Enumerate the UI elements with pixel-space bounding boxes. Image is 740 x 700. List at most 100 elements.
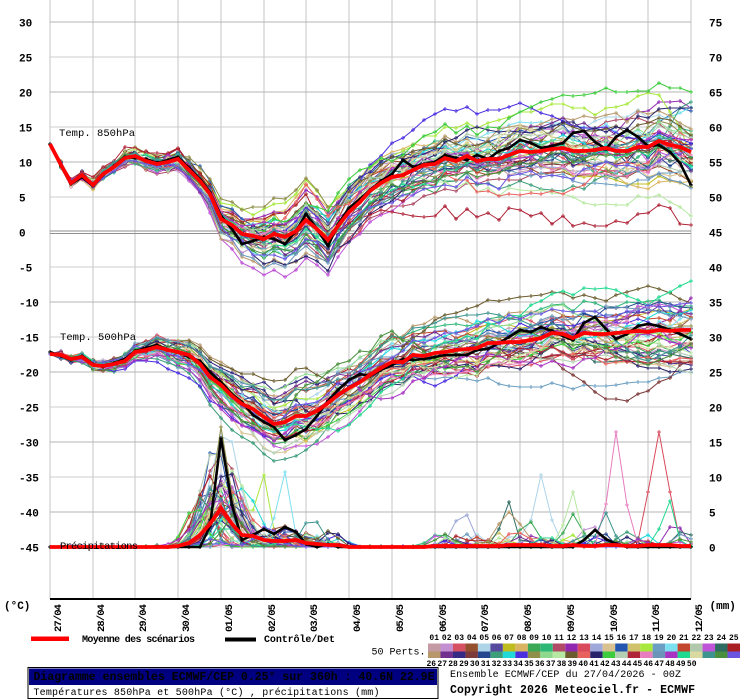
svg-text:Temp. 850hPa: Temp. 850hPa: [59, 128, 135, 140]
svg-text:12: 12: [567, 634, 577, 643]
svg-text:44: 44: [622, 660, 632, 669]
svg-text:47: 47: [654, 660, 664, 669]
svg-text:01/05: 01/05: [224, 604, 236, 632]
svg-text:-5: -5: [19, 264, 33, 276]
svg-text:Diagramme ensembles ECMWF/CEP: Diagramme ensembles ECMWF/CEP 0.25° sur …: [34, 671, 435, 684]
svg-text:20: 20: [667, 634, 677, 643]
svg-text:Copyright 2026 Meteociel.fr -: Copyright 2026 Meteociel.fr - ECMWF: [450, 684, 695, 697]
svg-text:-30: -30: [19, 439, 39, 451]
svg-text:14: 14: [592, 634, 602, 643]
svg-text:50: 50: [709, 194, 722, 206]
svg-text:21: 21: [679, 634, 689, 643]
svg-text:45: 45: [709, 229, 723, 241]
svg-text:5: 5: [19, 194, 26, 206]
svg-text:-25: -25: [19, 404, 39, 416]
svg-text:03/05: 03/05: [309, 604, 321, 632]
svg-text:10: 10: [709, 474, 722, 486]
svg-text:25: 25: [709, 369, 723, 381]
svg-text:16: 16: [617, 634, 627, 643]
svg-text:40: 40: [578, 660, 588, 669]
svg-text:29/04: 29/04: [138, 604, 150, 632]
svg-text:24: 24: [716, 634, 726, 643]
svg-text:Contrôle/Det: Contrôle/Det: [264, 634, 335, 646]
svg-text:01: 01: [429, 634, 439, 643]
svg-text:37: 37: [546, 660, 556, 669]
svg-text:05/05: 05/05: [395, 604, 407, 632]
svg-text:-15: -15: [19, 334, 39, 346]
svg-text:08: 08: [517, 634, 527, 643]
svg-text:36: 36: [535, 660, 545, 669]
svg-text:30: 30: [709, 334, 722, 346]
svg-text:Moyenne des scénarios: Moyenne des scénarios: [82, 634, 195, 646]
svg-text:-10: -10: [19, 299, 39, 311]
svg-text:03: 03: [454, 634, 464, 643]
svg-text:18: 18: [642, 634, 652, 643]
svg-text:46: 46: [644, 660, 654, 669]
svg-text:10: 10: [542, 634, 552, 643]
svg-text:55: 55: [709, 159, 723, 171]
svg-text:35: 35: [524, 660, 534, 669]
svg-text:11: 11: [554, 634, 564, 643]
svg-text:Temp. 500hPa: Temp. 500hPa: [60, 332, 136, 344]
svg-text:09/05: 09/05: [566, 604, 578, 632]
svg-text:39: 39: [568, 660, 578, 669]
svg-text:17: 17: [629, 634, 639, 643]
svg-text:10: 10: [19, 159, 32, 171]
svg-text:09: 09: [529, 634, 539, 643]
svg-text:42: 42: [600, 660, 610, 669]
svg-text:50: 50: [687, 660, 697, 669]
svg-text:15: 15: [709, 439, 723, 451]
svg-text:32: 32: [492, 660, 502, 669]
svg-text:04/05: 04/05: [352, 604, 364, 632]
svg-text:48: 48: [665, 660, 675, 669]
svg-text:27/04: 27/04: [53, 604, 65, 632]
svg-text:40: 40: [709, 264, 722, 276]
svg-text:65: 65: [709, 89, 723, 101]
svg-text:5: 5: [709, 509, 716, 521]
svg-text:(mm): (mm): [710, 601, 736, 613]
svg-text:11/05: 11/05: [651, 604, 663, 632]
svg-text:28/04: 28/04: [96, 604, 108, 632]
svg-text:19: 19: [654, 634, 664, 643]
svg-text:Températures 850hPa et 500hPa: Températures 850hPa et 500hPa (°C) , pré…: [34, 687, 380, 699]
svg-text:49: 49: [676, 660, 686, 669]
svg-text:75: 75: [709, 19, 723, 31]
svg-text:06: 06: [492, 634, 502, 643]
svg-text:-45: -45: [19, 544, 39, 556]
svg-text:13: 13: [579, 634, 589, 643]
svg-text:15: 15: [19, 124, 33, 136]
svg-text:02/05: 02/05: [267, 604, 279, 632]
svg-text:30/04: 30/04: [181, 604, 193, 632]
svg-text:07/05: 07/05: [480, 604, 492, 632]
svg-text:Ensemble ECMWF/CEP du 27/04/20: Ensemble ECMWF/CEP du 27/04/2026 - 00Z: [450, 669, 681, 681]
svg-text:02: 02: [442, 634, 452, 643]
svg-text:15: 15: [604, 634, 614, 643]
svg-text:38: 38: [557, 660, 567, 669]
svg-text:22: 22: [691, 634, 701, 643]
svg-text:33: 33: [502, 660, 512, 669]
svg-text:0: 0: [709, 544, 716, 556]
svg-text:0: 0: [19, 229, 26, 241]
svg-text:20: 20: [709, 404, 722, 416]
svg-text:45: 45: [633, 660, 643, 669]
svg-text:-20: -20: [19, 369, 39, 381]
svg-text:-40: -40: [19, 509, 39, 521]
svg-text:Précipitations: Précipitations: [60, 541, 138, 553]
svg-text:30: 30: [19, 19, 32, 31]
svg-text:10/05: 10/05: [609, 604, 621, 632]
svg-text:31: 31: [481, 660, 491, 669]
svg-text:41: 41: [589, 660, 599, 669]
svg-text:-35: -35: [19, 474, 39, 486]
svg-text:60: 60: [709, 124, 722, 136]
svg-text:05: 05: [479, 634, 489, 643]
svg-text:28: 28: [448, 660, 458, 669]
svg-text:04: 04: [467, 634, 477, 643]
svg-text:70: 70: [709, 54, 722, 66]
svg-text:25: 25: [729, 634, 739, 643]
svg-text:25: 25: [19, 54, 33, 66]
svg-text:20: 20: [19, 89, 32, 101]
svg-text:50 Perts.: 50 Perts.: [372, 648, 426, 659]
svg-text:35: 35: [709, 299, 723, 311]
svg-text:07: 07: [504, 634, 514, 643]
svg-text:12/05: 12/05: [694, 604, 706, 632]
